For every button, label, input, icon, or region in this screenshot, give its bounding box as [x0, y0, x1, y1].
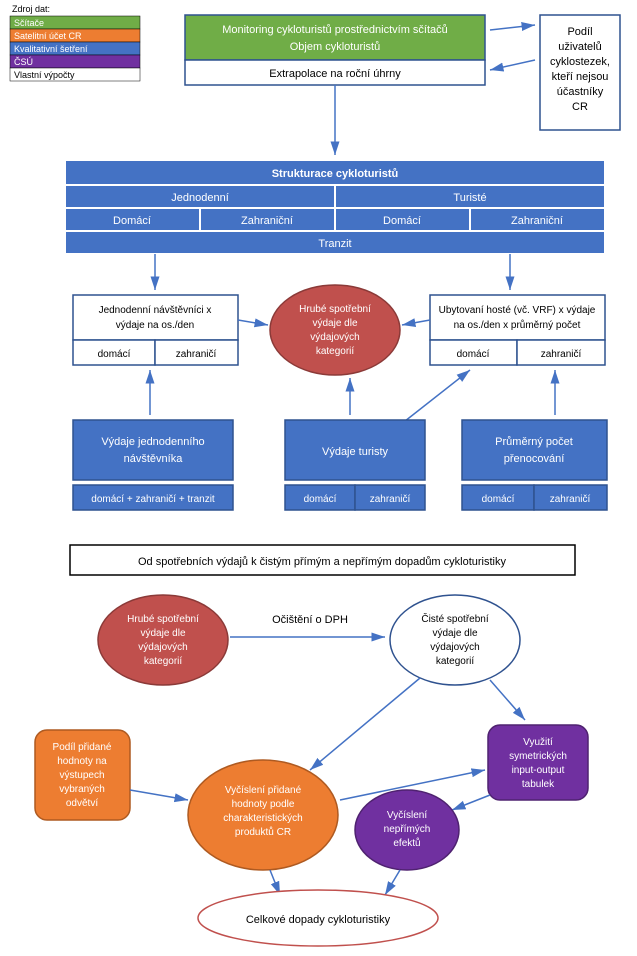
monitoring-box: Monitoring cykloturistů prostřednictvím … [185, 15, 485, 85]
mid-center-ellipse: Hrubé spotřební výdaje dle výdajových ka… [270, 285, 400, 375]
legend-title: Zdroj dat: [12, 4, 50, 14]
hrube-ellipse: Hrubé spotřební výdaje dle výdajových ka… [98, 595, 228, 685]
svg-text:Satelitní účet CR: Satelitní účet CR [14, 31, 82, 41]
svg-text:input-output: input-output [512, 765, 565, 776]
svg-text:návštěvníka: návštěvníka [124, 453, 184, 465]
svg-text:Vyčíslení přidané: Vyčíslení přidané [225, 785, 302, 796]
svg-text:nepřímých: nepřímých [384, 824, 431, 835]
svg-text:symetrických: symetrických [509, 751, 567, 762]
svg-text:Objem cykloturistů: Objem cykloturistů [290, 41, 380, 53]
svg-text:Strukturace cykloturistů: Strukturace cykloturistů [272, 168, 399, 180]
svg-text:domácí: domácí [304, 494, 337, 505]
arrow [490, 60, 535, 70]
svg-text:odvětví: odvětví [66, 798, 98, 809]
svg-text:Podíl přidané: Podíl přidané [53, 742, 112, 753]
svg-text:Čisté spotřební: Čisté spotřební [421, 612, 488, 625]
svg-text:výdaje dle: výdaje dle [312, 318, 357, 329]
svg-text:kategorií: kategorií [316, 346, 355, 357]
svg-text:CR: CR [572, 101, 588, 113]
svg-text:Zahraniční: Zahraniční [241, 215, 293, 227]
svg-text:výdaje na os./den: výdaje na os./den [116, 320, 194, 331]
svg-text:na os./den x průměrný počet: na os./den x průměrný počet [454, 319, 581, 331]
svg-text:produktů CR: produktů CR [235, 826, 291, 838]
svg-text:Tranzit: Tranzit [318, 238, 351, 250]
svg-text:účastníky: účastníky [557, 86, 604, 98]
svg-text:Výdaje jednodenního: Výdaje jednodenního [101, 436, 204, 448]
arrow [490, 25, 535, 30]
expenses-mid: Výdaje turisty domácí zahraničí [285, 420, 425, 510]
svg-text:domácí: domácí [98, 349, 131, 360]
svg-text:ČSÚ: ČSÚ [14, 57, 33, 67]
svg-text:přenocování: přenocování [504, 453, 565, 465]
svg-text:tabulek: tabulek [522, 779, 555, 790]
svg-text:Domácí: Domácí [113, 215, 151, 227]
svg-text:Vlastní výpočty: Vlastní výpočty [14, 70, 75, 80]
svg-text:Kvalitativní šetření: Kvalitativní šetření [14, 44, 88, 54]
svg-text:Hrubé spotřební: Hrubé spotřební [299, 304, 371, 315]
svg-text:cyklostezek,: cyklostezek, [550, 56, 610, 68]
expenses-left: Výdaje jednodenního návštěvníka domácí +… [73, 420, 233, 510]
svg-text:zahraničí: zahraničí [550, 494, 591, 505]
svg-text:zahraničí: zahraničí [176, 349, 217, 360]
svg-text:zahraničí: zahraničí [541, 349, 582, 360]
svg-text:Od spotřebních výdajů k čistým: Od spotřebních výdajů k čistým přímým a … [138, 556, 507, 568]
svg-text:výdajových: výdajových [138, 642, 187, 653]
svg-text:efektů: efektů [393, 837, 420, 849]
svg-text:Turisté: Turisté [453, 192, 486, 204]
svg-text:domácí + zahraničí + tranzit: domácí + zahraničí + tranzit [91, 494, 215, 505]
svg-text:Výdaje turisty: Výdaje turisty [322, 446, 389, 458]
mid-right-box: Ubytovaní hosté (vč. VRF) x výdaje na os… [430, 295, 605, 365]
svg-text:Monitoring cykloturistů prostř: Monitoring cykloturistů prostřednictvím … [222, 24, 448, 36]
mid-left-box: Jednodenní návštěvníci x výdaje na os./d… [73, 295, 238, 365]
svg-text:Podíl: Podíl [567, 26, 592, 38]
expenses-right: Průměrný počet přenocování domácí zahran… [462, 420, 607, 510]
legend: Zdroj dat: Sčítače Satelitní účet CR Kva… [10, 4, 140, 81]
ocisteni-label: Očištění o DPH [272, 614, 348, 626]
svg-text:zahraničí: zahraničí [370, 494, 411, 505]
vycisleni-ellipse: Vyčíslení přidané hodnoty podle charakte… [188, 760, 338, 870]
svg-text:výdaje dle: výdaje dle [140, 628, 185, 639]
svg-text:výdaje dle: výdaje dle [432, 628, 477, 639]
svg-text:Extrapolace na roční úhrny: Extrapolace na roční úhrny [269, 68, 401, 80]
svg-text:Jednodenní návštěvníci x: Jednodenní návštěvníci x [99, 305, 212, 316]
podil-box: Podíl uživatelů cyklostezek, kteří nejso… [540, 15, 620, 130]
svg-text:Průměrný počet: Průměrný počet [495, 436, 573, 448]
vyuziti-box: Využití symetrických input-output tabule… [488, 725, 588, 800]
podil-pridane-box: Podíl přidané hodnoty na výstupech vybra… [35, 730, 130, 820]
svg-text:kategorií: kategorií [436, 656, 475, 667]
svg-text:Sčítače: Sčítače [14, 18, 44, 28]
svg-text:kteří nejsou: kteří nejsou [552, 71, 609, 83]
svg-text:hodnoty podle: hodnoty podle [232, 799, 295, 810]
svg-text:Vyčíslení: Vyčíslení [387, 810, 427, 821]
svg-text:Hrubé spotřební: Hrubé spotřební [127, 614, 199, 625]
svg-text:vybraných: vybraných [59, 784, 105, 795]
svg-text:domácí: domácí [457, 349, 490, 360]
svg-text:Jednodenní: Jednodenní [171, 192, 229, 204]
svg-text:kategorií: kategorií [144, 656, 183, 667]
svg-text:domácí: domácí [482, 494, 515, 505]
svg-text:výdajových: výdajových [310, 332, 359, 343]
svg-text:výdajových: výdajových [430, 642, 479, 653]
ciste-ellipse: Čisté spotřební výdaje dle výdajových ka… [390, 595, 520, 685]
svg-text:výstupech: výstupech [59, 770, 104, 781]
section2-title: Od spotřebních výdajů k čistým přímým a … [70, 545, 575, 575]
svg-text:uživatelů: uživatelů [558, 41, 601, 53]
svg-text:Využití: Využití [523, 737, 553, 748]
svg-text:Celkové dopady cykloturistiky: Celkové dopady cykloturistiky [246, 914, 391, 926]
svg-text:hodnoty na: hodnoty na [57, 756, 107, 767]
strukturace-table: Strukturace cykloturistů Jednodenní Turi… [65, 160, 605, 254]
svg-text:Zahraniční: Zahraniční [511, 215, 563, 227]
svg-text:Domácí: Domácí [383, 215, 421, 227]
svg-text:charakteristických: charakteristických [223, 813, 302, 824]
neprimych-ellipse: Vyčíslení nepřímých efektů [355, 790, 459, 870]
svg-text:Ubytovaní hosté (vč. VRF) x vý: Ubytovaní hosté (vč. VRF) x výdaje [439, 305, 596, 316]
celkove-ellipse: Celkové dopady cykloturistiky [198, 890, 438, 946]
